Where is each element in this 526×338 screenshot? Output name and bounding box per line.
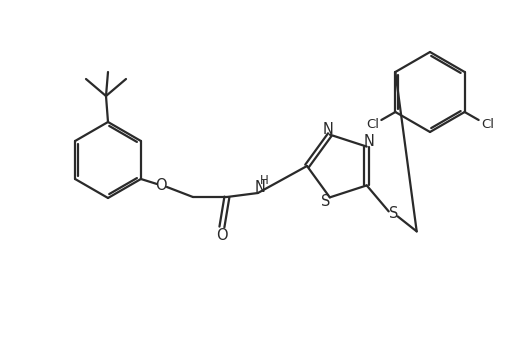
Text: Cl: Cl	[366, 118, 379, 130]
Text: S: S	[389, 206, 398, 221]
Text: N: N	[363, 134, 374, 149]
Text: Cl: Cl	[481, 118, 494, 130]
Text: H: H	[259, 173, 268, 187]
Text: O: O	[155, 177, 167, 193]
Text: N: N	[255, 179, 265, 194]
Text: O: O	[216, 228, 228, 243]
Text: S: S	[321, 194, 330, 209]
Text: N: N	[322, 122, 333, 137]
